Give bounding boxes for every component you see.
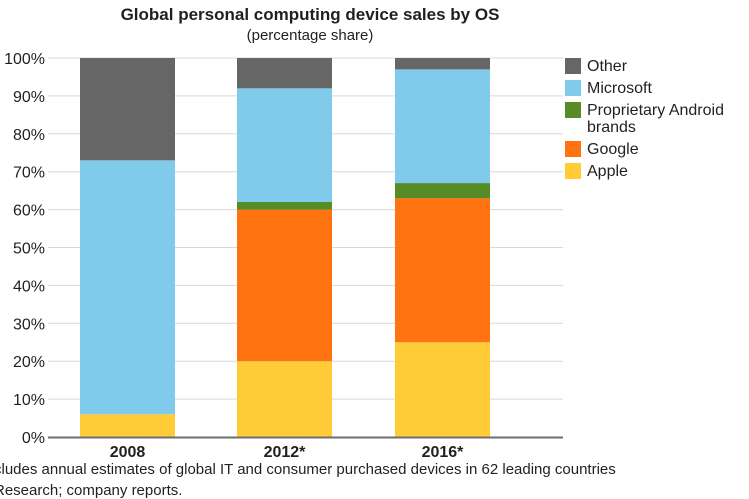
chart-subtitle: (percentage share) [246,27,374,44]
bar-segment-other [80,58,175,161]
x-tick-label: 2008 [110,444,146,461]
legend-item: Microsoft [565,80,737,97]
bar-segment-microsoft [237,88,332,203]
bar-segment-proprietary-android-brands [237,202,332,210]
bar-segment-proprietary-android-brands [395,183,490,199]
bar-segment-apple [237,361,332,437]
y-tick-label: 20% [13,354,45,371]
footnote-1: cludes annual estimates of global IT and… [0,461,616,478]
y-tick-label: 0% [22,430,45,447]
bar-segment-google [395,198,490,343]
y-tick-label: 10% [13,392,45,409]
x-tick-label: 2016* [422,444,465,461]
legend-label: Google [587,141,639,158]
bar-segment-other [237,58,332,89]
y-tick-label: 70% [13,165,45,182]
y-tick-label: 30% [13,316,45,333]
bar-segment-apple [395,342,490,437]
legend-item: Apple [565,163,737,180]
legend-swatch [565,163,581,179]
x-tick-label: 2012* [264,444,307,461]
legend-swatch [565,80,581,96]
bar-segment-apple [80,414,175,437]
legend-swatch [565,58,581,74]
y-tick-label: 100% [4,51,45,68]
y-tick-label: 60% [13,203,45,220]
legend-label: Apple [587,163,628,180]
footnote-2: Research; company reports. [0,482,183,499]
y-tick-label: 80% [13,127,45,144]
bar-segment-microsoft [80,160,175,415]
legend-label: Proprietary Android brands [587,102,724,136]
bar-segment-microsoft [395,69,490,184]
chart-title: Global personal computing device sales b… [120,5,500,24]
legend-item: Other [565,58,737,75]
legend-label: Other [587,58,628,75]
legend-swatch [565,141,581,157]
legend-label: Microsoft [587,80,652,97]
y-tick-label: 40% [13,278,45,295]
legend: Other Microsoft Proprietary Android brands… [565,58,737,185]
y-tick-label: 90% [13,89,45,106]
bar-segment-other [395,58,490,70]
legend-swatch [565,102,581,118]
legend-item: Proprietary Android brands [565,102,737,136]
y-tick-label: 50% [13,241,45,258]
legend-item: Google [565,141,737,158]
bar-segment-google [237,209,332,362]
